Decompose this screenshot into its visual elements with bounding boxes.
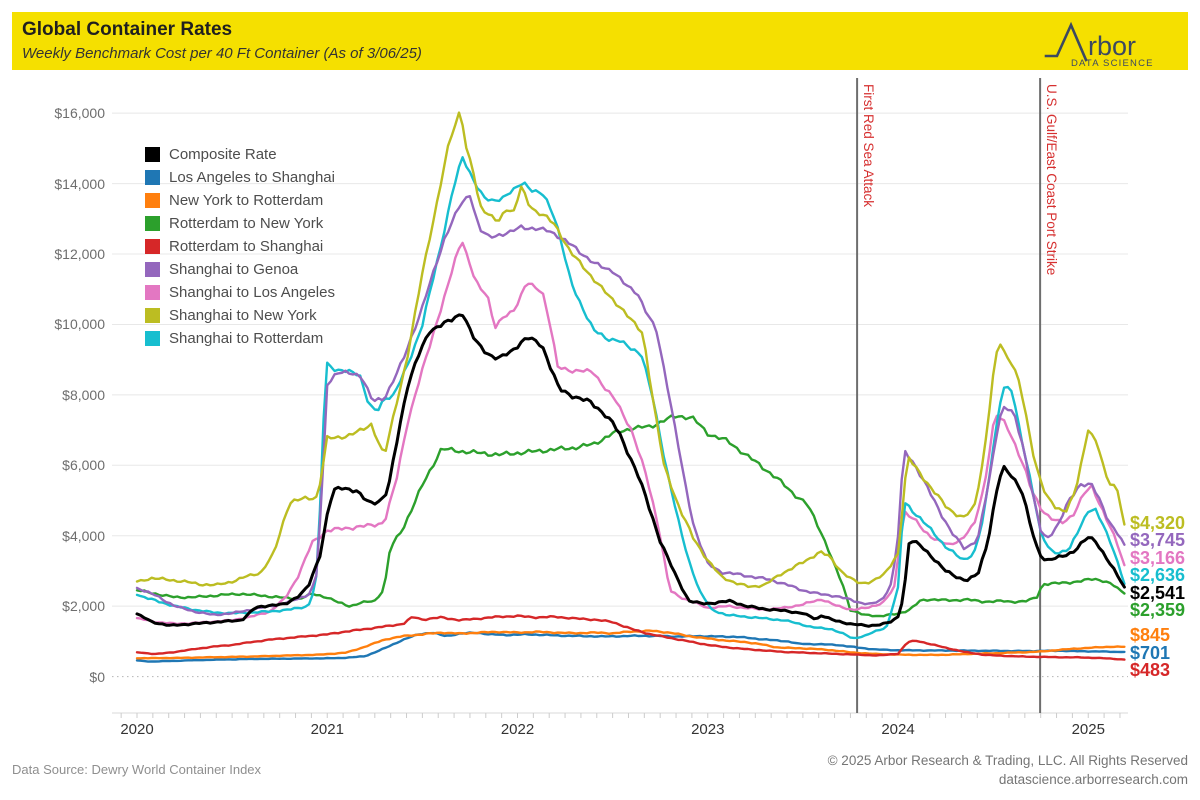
y-axis-label: $2,000 (62, 598, 105, 615)
copyright-text: © 2025 Arbor Research & Trading, LLC. Al… (827, 753, 1188, 768)
legend-label: Rotterdam to New York (169, 215, 324, 232)
legend-label: Shanghai to Genoa (169, 261, 299, 278)
y-axis-label: $12,000 (54, 246, 105, 263)
legend-label: New York to Rotterdam (169, 192, 324, 209)
legend-item-shanghai-to-new-york: Shanghai to New York (145, 304, 335, 327)
legend-swatch (145, 239, 160, 254)
series-line-shanghai-to-new-york (135, 111, 1126, 589)
annotation-label-2: U.S. Gulf/East Coast Port Strike (1044, 84, 1060, 276)
logo-tagline-text: DATA SCIENCE (1071, 58, 1154, 68)
legend-item-rotterdam-to-new-york: Rotterdam to New York (145, 212, 335, 235)
y-axis-label: $0 (89, 668, 105, 685)
legend-swatch (145, 147, 160, 162)
arbor-data-science-logo: rbor DATA SCIENCE (1044, 21, 1154, 68)
y-axis-label: $16,000 (54, 105, 105, 122)
series-line-composite-rate (135, 313, 1126, 628)
annotation-label-1: First Red Sea Attack (861, 84, 877, 208)
header-band: Global Container Rates Weekly Benchmark … (12, 12, 1188, 70)
legend: Composite Rate Los Angeles to Shanghai New… (145, 143, 335, 350)
series-line-new-york-to-rotterdam (135, 629, 1126, 660)
legend-item-new-york-to-rotterdam: New York to Rotterdam (145, 189, 335, 212)
series-end-label-rotterdam-to-new-york: $2,359 (1130, 600, 1186, 621)
data-source-note: Data Source: Dewry World Container Index (12, 762, 262, 777)
legend-label: Rotterdam to Shanghai (169, 238, 324, 255)
copyright-block: © 2025 Arbor Research & Trading, LLC. Al… (828, 751, 1188, 789)
x-axis-label: 2025 (1071, 721, 1105, 738)
x-axis-label: 2024 (881, 721, 915, 738)
y-axis-label: $6,000 (62, 457, 105, 474)
legend-label: Composite Rate (169, 146, 277, 163)
page-title: Global Container Rates (22, 19, 233, 40)
series-end-label-los-angeles-to-shanghai: $701 (1130, 642, 1171, 663)
y-axis-label: $8,000 (62, 386, 105, 403)
legend-swatch (145, 193, 160, 208)
series-end-label-composite-rate: $2,541 (1130, 582, 1186, 603)
series-end-label-shanghai-to-new-york: $4,320 (1130, 512, 1186, 533)
series-end-label-shanghai-to-rotterdam: $2,636 (1130, 565, 1186, 586)
series-line-shanghai-to-rotterdam (135, 156, 1126, 640)
legend-swatch (145, 285, 160, 300)
x-axis-label: 2021 (310, 721, 344, 738)
website-link[interactable]: datascience.arborresearch.com (998, 772, 1188, 787)
x-axis-label: 2022 (500, 721, 535, 738)
legend-swatch (145, 262, 160, 277)
legend-swatch (145, 308, 160, 323)
legend-label: Shanghai to New York (169, 307, 317, 324)
logo-brand-text: rbor (1088, 31, 1136, 61)
legend-item-shanghai-to-genoa: Shanghai to Genoa (145, 258, 335, 281)
legend-swatch (145, 170, 160, 185)
series-line-shanghai-to-genoa (135, 195, 1126, 617)
legend-item-rotterdam-to-shanghai: Rotterdam to Shanghai (145, 235, 335, 258)
legend-item-shanghai-to-los-angeles: Shanghai to Los Angeles (145, 281, 335, 304)
legend-label: Los Angeles to Shanghai (169, 169, 335, 186)
legend-label: Shanghai to Rotterdam (169, 330, 324, 347)
series-line-los-angeles-to-shanghai (135, 631, 1126, 663)
logo-peak-icon (1044, 21, 1088, 62)
series-end-label-shanghai-to-los-angeles: $3,166 (1130, 547, 1186, 568)
series-line-shanghai-to-los-angeles (135, 241, 1126, 626)
x-axis-label: 2023 (691, 721, 725, 738)
series-line-rotterdam-to-shanghai (135, 614, 1126, 661)
legend-label: Shanghai to Los Angeles (169, 284, 335, 301)
series-end-label-shanghai-to-genoa: $3,745 (1130, 530, 1186, 551)
y-axis-label: $14,000 (54, 175, 105, 192)
legend-item-composite-rate: Composite Rate (145, 143, 335, 166)
legend-swatch (145, 216, 160, 231)
x-axis-label: 2020 (120, 721, 154, 738)
y-axis-label: $10,000 (54, 316, 105, 333)
legend-item-shanghai-to-rotterdam: Shanghai to Rotterdam (145, 327, 335, 350)
legend-swatch (145, 331, 160, 346)
series-end-label-new-york-to-rotterdam: $845 (1130, 625, 1171, 646)
series-end-label-rotterdam-to-shanghai: $483 (1130, 660, 1171, 681)
y-axis-label: $4,000 (62, 527, 105, 544)
page-subtitle: Weekly Benchmark Cost per 40 Ft Containe… (22, 45, 422, 62)
legend-item-los-angeles-to-shanghai: Los Angeles to Shanghai (145, 166, 335, 189)
